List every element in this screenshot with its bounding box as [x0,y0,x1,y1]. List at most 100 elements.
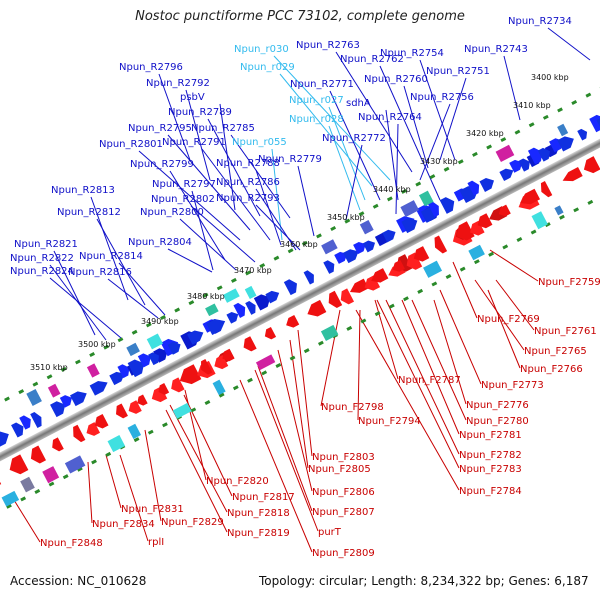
gene-box[interactable] [86,363,100,378]
gene-arrow[interactable] [580,156,600,176]
gene-box[interactable] [172,402,192,419]
gene-arrow[interactable] [362,238,377,253]
gene-label[interactable]: Npun_R2824 [10,266,74,277]
gene-box[interactable] [359,219,374,235]
gene-arrow[interactable] [509,157,525,173]
gene-arrow[interactable] [304,299,327,320]
gene-label[interactable]: Npun_R2800 [140,207,204,218]
gene-label[interactable]: Npun_r055 [232,137,287,148]
gene-label[interactable]: Npun_r030 [234,44,289,55]
gene-box[interactable] [64,455,86,474]
gene-arrow[interactable] [343,246,361,264]
gene-label[interactable]: Npun_F2782 [459,450,522,461]
gene-label[interactable]: Npun_F2776 [466,400,529,411]
gene-arrow[interactable] [475,213,493,231]
gene-box[interactable] [554,205,564,216]
gene-label[interactable]: Npun_R2795 [128,123,192,134]
gene-label[interactable]: Npun_F2818 [227,508,290,519]
gene-box[interactable] [495,144,515,163]
gene-arrow[interactable] [589,112,600,133]
gene-box[interactable] [468,244,485,261]
gene-box[interactable] [127,423,142,440]
gene-arrow[interactable] [153,346,170,363]
gene-label[interactable]: Npun_F2848 [40,538,103,549]
gene-label[interactable]: Npun_F2834 [92,519,155,530]
gene-label[interactable]: Npun_F2819 [227,528,290,539]
gene-arrow[interactable] [113,403,128,421]
gene-arrow[interactable] [497,204,511,219]
gene-label[interactable]: Npun_R2764 [358,112,422,123]
gene-arrow[interactable] [577,127,589,141]
gene-box[interactable] [222,288,240,303]
gene-label[interactable]: Npun_F2781 [459,430,522,441]
gene-arrow[interactable] [253,291,274,311]
gene-arrow[interactable] [323,258,337,274]
gene-label[interactable]: Npun_F2769 [477,314,540,325]
gene-arrow[interactable] [557,133,577,152]
gene-label[interactable]: Npun_R2813 [51,185,115,196]
gene-label[interactable]: Npun_F2766 [520,364,583,375]
gene-label[interactable]: Npun_r028 [289,114,344,125]
gene-arrow[interactable] [70,388,90,407]
gene-label[interactable]: Npun_F2783 [459,464,522,475]
gene-label[interactable]: Npun_r029 [240,62,295,73]
gene-box[interactable] [321,239,338,255]
gene-label[interactable]: sdhA [346,98,371,109]
gene-label[interactable]: Npun_F2820 [206,476,269,487]
gene-box[interactable] [255,354,276,371]
gene-arrow[interactable] [6,454,29,477]
gene-arrow[interactable] [431,235,448,255]
gene-arrow[interactable] [89,377,111,396]
gene-label[interactable]: Npun_F2780 [466,416,529,427]
gene-arrow[interactable] [262,326,277,341]
gene-box[interactable] [42,466,60,484]
gene-arrow[interactable] [168,377,185,394]
gene-arrow[interactable] [49,437,64,453]
gene-arrow[interactable] [403,252,423,272]
gene-label[interactable]: Npun_R2751 [426,66,490,77]
gene-arrow[interactable] [92,414,109,431]
gene-label[interactable]: Npun_R2772 [322,133,386,144]
gene-label[interactable]: Npun_F2798 [321,402,384,413]
gene-label[interactable]: Npun_R2797 [152,179,216,190]
gene-arrow[interactable] [69,424,86,444]
gene-label[interactable]: Npun_F2829 [161,517,224,528]
gene-arrow[interactable] [109,369,127,386]
gene-arrow[interactable] [137,351,154,368]
gene-arrow[interactable] [0,468,2,489]
gene-label[interactable]: Npun_R2812 [57,207,121,218]
gene-label[interactable]: Npun_R2802 [151,194,215,205]
gene-arrow[interactable] [337,288,355,306]
gene-box[interactable] [320,324,339,341]
gene-label[interactable]: Npun_R2760 [364,74,428,85]
gene-arrow[interactable] [353,240,368,255]
gene-label[interactable]: Npun_F2784 [459,486,522,497]
gene-arrow[interactable] [11,420,27,438]
gene-arrow[interactable] [50,398,68,418]
gene-label[interactable]: Npun_R2791 [162,137,226,148]
gene-box[interactable] [146,333,163,350]
gene-label[interactable]: Npun_F2794 [358,416,421,427]
gene-arrow[interactable] [347,278,369,297]
gene-box[interactable] [400,200,420,218]
gene-arrow[interactable] [369,268,389,286]
gene-arrow[interactable] [284,314,300,330]
gene-box[interactable] [244,285,257,300]
gene-arrow[interactable] [265,288,281,304]
gene-box[interactable] [212,379,226,396]
gene-box[interactable] [205,303,219,317]
gene-arrow[interactable] [467,220,485,239]
gene-box[interactable] [557,123,569,137]
gene-label[interactable]: Npun_R2734 [508,16,572,27]
gene-box[interactable] [107,435,126,453]
gene-label[interactable]: Npun_R2801 [99,139,163,150]
gene-arrow[interactable] [411,246,430,264]
gene-label[interactable]: Npun_F2759 [538,277,600,288]
gene-label[interactable]: Npun_F2761 [534,326,597,337]
gene-label[interactable]: Npun_R2796 [119,62,183,73]
gene-arrow[interactable] [538,181,553,199]
gene-label[interactable]: Npun_F2807 [312,507,375,518]
gene-arrow[interactable] [126,400,142,416]
gene-label[interactable]: purT [318,527,342,538]
gene-arrow[interactable] [537,146,553,162]
